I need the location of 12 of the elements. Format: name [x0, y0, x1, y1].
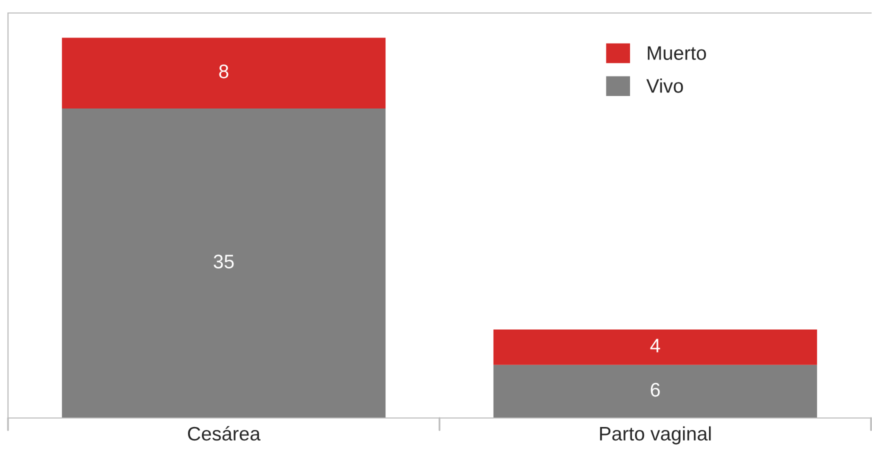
- legend-label: Vivo: [646, 78, 683, 93]
- bar: [62, 38, 386, 108]
- bar: [493, 364, 818, 418]
- data-label: 6: [650, 382, 660, 397]
- bar: [62, 108, 386, 418]
- bar: [493, 330, 818, 365]
- x-tick-label: Parto vaginal: [600, 426, 711, 444]
- data-label: 35: [214, 254, 234, 268]
- data-label: 4: [650, 338, 660, 352]
- legend-label: Muerto: [648, 46, 706, 60]
- x-tick-label: Cesárea: [188, 426, 260, 441]
- data-label: 8: [219, 64, 228, 78]
